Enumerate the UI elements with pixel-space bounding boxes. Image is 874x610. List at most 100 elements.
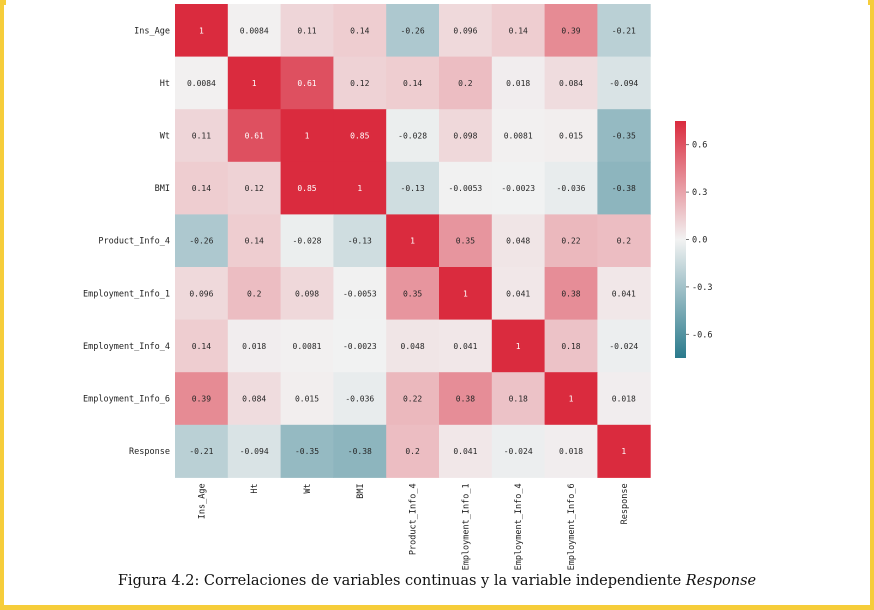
cell-value-label: 0.2 xyxy=(617,237,632,246)
cell-value-label: 1 xyxy=(252,79,257,88)
caption-emphasis: Response xyxy=(685,573,757,589)
cell-value-label: 0.38 xyxy=(456,395,475,404)
heatmap-cell xyxy=(175,109,229,163)
colorbar-tick-label: -0.3 xyxy=(692,283,712,293)
heatmap-cell xyxy=(386,4,440,58)
cell-value-label: 0.041 xyxy=(453,447,477,456)
cell-value-label: 0.11 xyxy=(297,26,316,35)
heatmap-cell xyxy=(333,424,387,478)
cell-value-label: 1 xyxy=(569,395,574,404)
heatmap-cell xyxy=(175,267,229,321)
column-label: Ht xyxy=(250,483,260,493)
heatmap-cell xyxy=(333,109,387,163)
cell-value-label: 0.015 xyxy=(295,395,319,404)
row-label: Employment_Info_6 xyxy=(83,395,170,405)
cell-value-label: -0.0023 xyxy=(501,184,535,193)
column-label: Employment_Info_1 xyxy=(461,483,471,570)
cell-value-label: 0.0084 xyxy=(240,26,269,35)
cell-value-label: 0.35 xyxy=(456,237,475,246)
column-label: BMI xyxy=(356,483,366,498)
colorbar-tick-label: -0.6 xyxy=(692,330,712,340)
column-label: Response xyxy=(620,483,630,524)
cell-value-label: 0.11 xyxy=(192,132,211,141)
heatmap-cell xyxy=(175,161,229,215)
heatmap-cell xyxy=(439,372,493,426)
heatmap-cell xyxy=(491,4,546,58)
cell-value-label: -0.036 xyxy=(345,395,374,404)
heatmap-cell xyxy=(439,56,493,110)
cell-value-label: 1 xyxy=(516,342,521,351)
heatmap-cell xyxy=(544,161,598,215)
heatmap-cell xyxy=(491,319,546,373)
cell-value-label: 1 xyxy=(199,26,204,35)
heatmap-cell xyxy=(386,372,440,426)
cell-value-label: -0.094 xyxy=(240,447,269,456)
cell-value-label: 0.12 xyxy=(245,184,264,193)
heatmap-cell xyxy=(439,319,493,373)
heatmap-cell xyxy=(439,109,493,163)
cell-value-label: 0.12 xyxy=(350,79,369,88)
heatmap-cell xyxy=(333,372,387,426)
heatmap-cell xyxy=(386,214,440,268)
heatmap-cell xyxy=(227,214,282,268)
cell-value-label: -0.028 xyxy=(398,132,427,141)
heatmap-cell xyxy=(175,214,229,268)
cell-value-label: 0.0081 xyxy=(293,342,322,351)
heatmap-cell xyxy=(491,161,546,215)
cell-value-label: 0.018 xyxy=(242,342,266,351)
cell-value-label: 0.098 xyxy=(295,289,319,298)
heatmap-cell xyxy=(597,319,651,373)
cell-value-label: 0.39 xyxy=(561,26,580,35)
heatmap-cell xyxy=(333,267,387,321)
cell-value-label: 0.015 xyxy=(559,132,583,141)
heatmap-cell xyxy=(280,109,334,163)
heatmap-cell xyxy=(491,109,546,163)
cell-value-label: 0.22 xyxy=(403,395,422,404)
cell-value-label: 0.0084 xyxy=(187,79,216,88)
heatmap-cell xyxy=(544,267,598,321)
cell-value-label: 1 xyxy=(357,184,362,193)
cell-value-label: 0.35 xyxy=(403,289,422,298)
cell-value-label: -0.0023 xyxy=(343,342,377,351)
cell-value-label: 0.041 xyxy=(453,342,477,351)
heatmap-cell xyxy=(333,161,387,215)
heatmap-cell xyxy=(491,372,546,426)
cell-value-label: -0.0053 xyxy=(449,184,483,193)
cell-value-label: 0.096 xyxy=(453,26,477,35)
cell-value-label: 0.14 xyxy=(509,26,528,35)
heatmap-cell xyxy=(175,424,229,478)
heatmap-cell xyxy=(491,56,546,110)
heatmap-cell xyxy=(333,319,387,373)
figure-caption: Figura 4.2: Correlaciones de variables c… xyxy=(0,573,874,589)
cell-value-label: 0.14 xyxy=(192,184,211,193)
row-labels: Ins_Age Ht Wt BMI Product_Info_4 Employment_I… xyxy=(83,26,170,457)
cell-value-label: 1 xyxy=(463,289,468,298)
cell-value-label: 1 xyxy=(621,447,626,456)
heatmap-cell xyxy=(544,424,598,478)
colorbar-tick-label: 0.6 xyxy=(692,141,707,151)
heatmap-cell xyxy=(597,56,651,110)
cell-value-label: 0.18 xyxy=(561,342,580,351)
heatmap-cell xyxy=(439,161,493,215)
heatmap-cell xyxy=(227,109,282,163)
heatmap-cell xyxy=(333,56,387,110)
cell-value-label: -0.024 xyxy=(504,447,533,456)
column-label: Product_Info_4 xyxy=(409,483,419,555)
cell-value-label: 0.14 xyxy=(403,79,422,88)
column-label: Employment_Info_4 xyxy=(514,483,524,570)
colorbar: 0.6 0.3 0.0 -0.3 -0.6 xyxy=(675,121,712,358)
cell-value-label: 0.61 xyxy=(245,132,264,141)
cell-value-label: 0.39 xyxy=(192,395,211,404)
cell-value-label: 0.048 xyxy=(506,237,530,246)
cell-value-label: 0.2 xyxy=(405,447,420,456)
heatmap-cell xyxy=(333,214,387,268)
colorbar-gradient xyxy=(675,121,686,358)
heatmap-cell xyxy=(280,4,334,58)
heatmap-cell xyxy=(439,4,493,58)
cell-value-label: 0.18 xyxy=(509,395,528,404)
heatmap-cell xyxy=(386,424,440,478)
heatmap-cell xyxy=(597,372,651,426)
cell-value-label: -0.35 xyxy=(295,447,319,456)
heatmap-cell xyxy=(175,4,229,58)
